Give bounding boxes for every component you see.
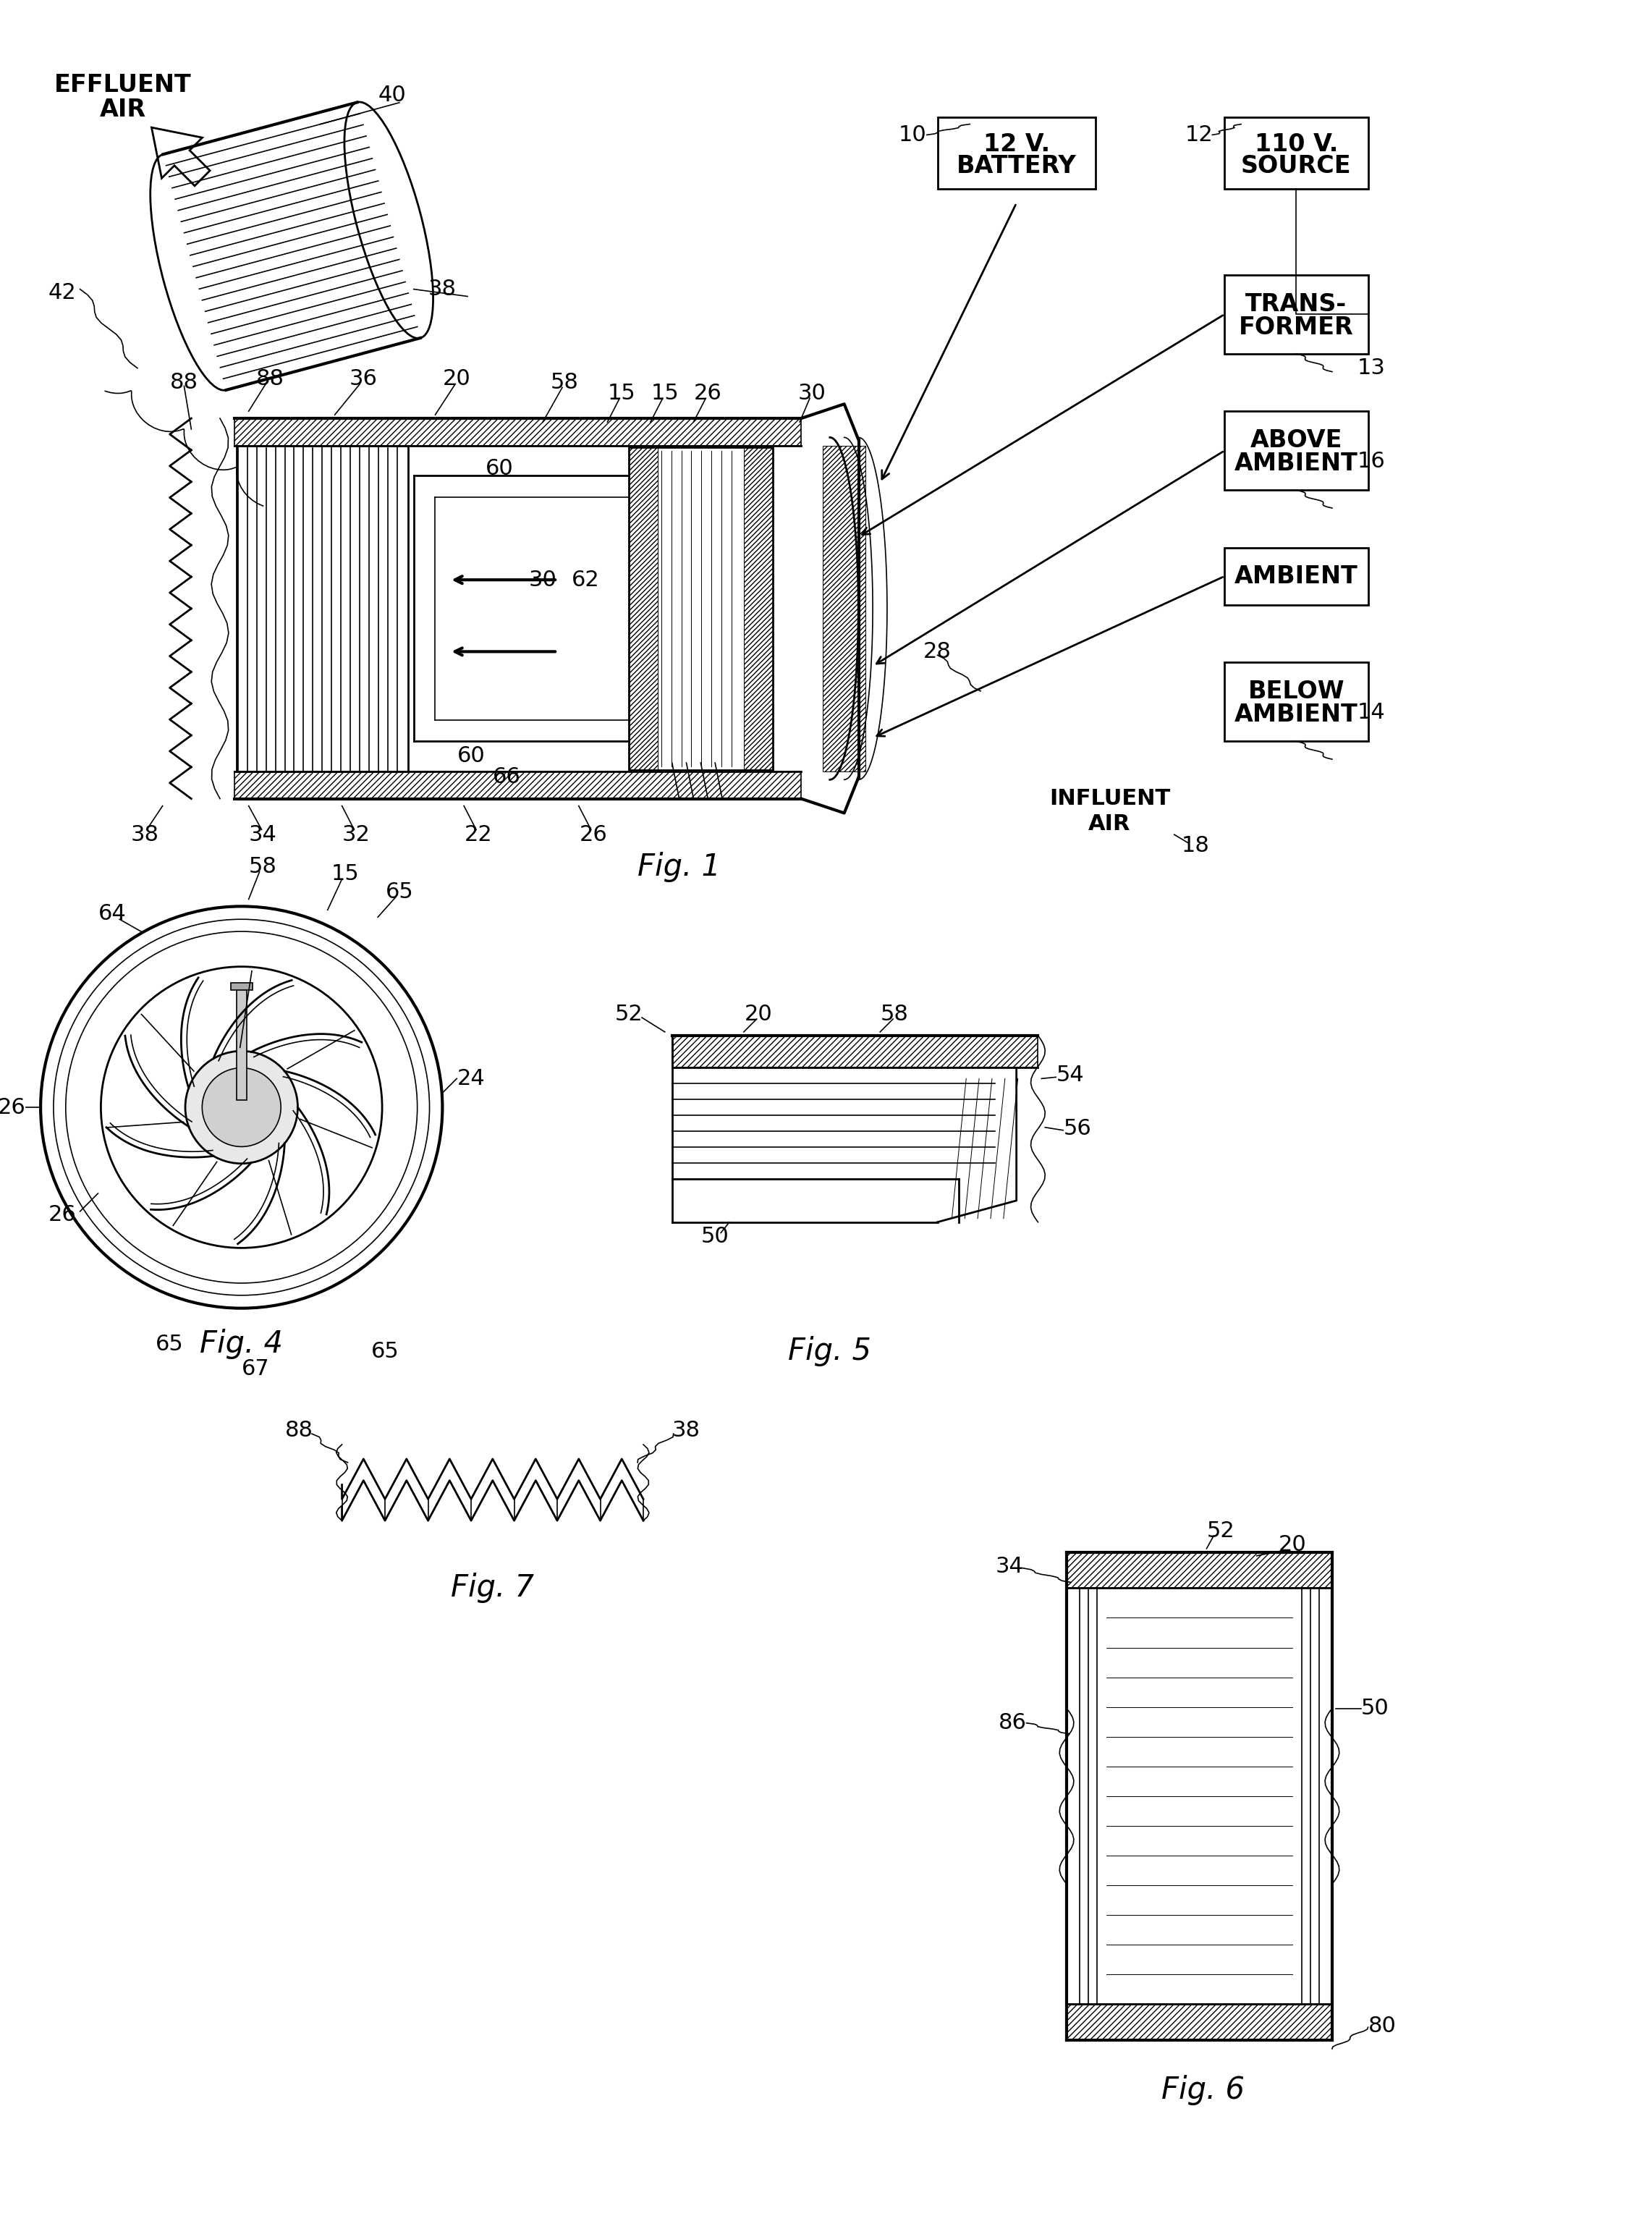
- Text: 64: 64: [99, 904, 126, 924]
- Text: AIR: AIR: [99, 98, 147, 122]
- Text: 58: 58: [881, 1004, 909, 1024]
- Text: 26: 26: [580, 824, 606, 844]
- Text: 30: 30: [529, 570, 557, 589]
- Text: ABOVE: ABOVE: [1251, 428, 1343, 452]
- Text: 14: 14: [1358, 702, 1386, 722]
- Bar: [231, 984, 253, 991]
- Text: 67: 67: [241, 1358, 269, 1381]
- Bar: [629, 448, 773, 769]
- Bar: [235, 771, 801, 798]
- Text: 20: 20: [1279, 1533, 1307, 1556]
- Text: AIR: AIR: [1089, 813, 1132, 833]
- Text: 58: 58: [550, 372, 578, 392]
- Text: 60: 60: [486, 459, 514, 479]
- Text: 110 V.: 110 V.: [1254, 133, 1338, 155]
- Text: AMBIENT: AMBIENT: [1234, 702, 1358, 727]
- Text: 38: 38: [428, 279, 456, 299]
- Bar: [1224, 117, 1368, 188]
- Text: 20: 20: [443, 368, 471, 390]
- Text: 26: 26: [694, 383, 722, 403]
- Text: BELOW: BELOW: [1247, 680, 1345, 705]
- Bar: [1224, 663, 1368, 742]
- Text: 24: 24: [458, 1068, 486, 1088]
- Text: 34: 34: [249, 824, 278, 844]
- Text: 60: 60: [458, 745, 486, 767]
- Bar: [1224, 412, 1368, 490]
- Bar: [235, 419, 801, 445]
- Circle shape: [202, 1068, 281, 1146]
- Text: Fig. 1: Fig. 1: [638, 851, 720, 882]
- Text: FORMER: FORMER: [1239, 315, 1353, 339]
- Text: 52: 52: [615, 1004, 643, 1024]
- Text: AMBIENT: AMBIENT: [1234, 565, 1358, 587]
- Bar: [1224, 547, 1368, 605]
- Text: SOURCE: SOURCE: [1241, 153, 1351, 177]
- Text: 15: 15: [608, 383, 636, 403]
- Text: 26: 26: [48, 1206, 76, 1225]
- Text: 30: 30: [798, 383, 826, 403]
- Text: 88: 88: [256, 368, 284, 390]
- Text: 28: 28: [923, 640, 952, 663]
- Bar: [236, 986, 246, 1099]
- Text: 38: 38: [131, 824, 159, 844]
- Text: 65: 65: [385, 882, 413, 902]
- Text: 12 V.: 12 V.: [983, 133, 1049, 155]
- Text: 54: 54: [1056, 1064, 1084, 1086]
- Text: TRANS-: TRANS-: [1246, 293, 1346, 317]
- Bar: [629, 448, 657, 769]
- Text: 16: 16: [1358, 450, 1386, 472]
- Text: BATTERY: BATTERY: [957, 153, 1077, 177]
- Text: Fig. 7: Fig. 7: [451, 1573, 534, 1604]
- Bar: [236, 445, 408, 771]
- Text: 52: 52: [1208, 1520, 1236, 1540]
- Text: 56: 56: [1064, 1119, 1092, 1139]
- Text: 66: 66: [492, 767, 520, 787]
- Text: 40: 40: [378, 84, 406, 106]
- Text: 50: 50: [700, 1225, 729, 1248]
- Text: Fig. 5: Fig. 5: [788, 1336, 872, 1367]
- Text: 18: 18: [1181, 835, 1209, 855]
- Text: 65: 65: [155, 1334, 183, 1354]
- Text: 42: 42: [48, 281, 76, 304]
- Text: 22: 22: [464, 824, 492, 844]
- Text: 34: 34: [995, 1556, 1023, 1578]
- Polygon shape: [152, 129, 210, 186]
- Bar: [1224, 275, 1368, 355]
- Bar: [743, 448, 773, 769]
- Text: 88: 88: [284, 1420, 312, 1440]
- Text: 50: 50: [1361, 1697, 1389, 1720]
- Text: AMBIENT: AMBIENT: [1234, 452, 1358, 476]
- Text: 38: 38: [672, 1420, 700, 1440]
- Text: 62: 62: [572, 570, 600, 589]
- Text: EFFLUENT: EFFLUENT: [55, 73, 192, 98]
- Text: 20: 20: [743, 1004, 771, 1024]
- Text: 26: 26: [0, 1097, 26, 1117]
- Text: INFLUENT: INFLUENT: [1049, 789, 1170, 809]
- Text: 15: 15: [332, 864, 360, 884]
- Bar: [937, 117, 1095, 188]
- Text: 86: 86: [999, 1713, 1028, 1733]
- Text: 36: 36: [350, 368, 378, 390]
- Text: 13: 13: [1358, 357, 1386, 379]
- Text: 65: 65: [372, 1341, 400, 1363]
- Bar: [823, 445, 866, 771]
- Text: 10: 10: [899, 124, 927, 146]
- Text: Fig. 4: Fig. 4: [200, 1330, 282, 1358]
- Text: 80: 80: [1368, 2014, 1396, 2037]
- Text: 58: 58: [249, 855, 278, 878]
- Bar: [1067, 2003, 1332, 2041]
- Text: 32: 32: [342, 824, 370, 844]
- Bar: [672, 1035, 1037, 1068]
- Text: 15: 15: [651, 383, 679, 403]
- Bar: [1067, 1551, 1332, 1589]
- Text: 12: 12: [1186, 124, 1214, 146]
- Text: Fig. 6: Fig. 6: [1161, 2074, 1244, 2105]
- Text: 88: 88: [170, 372, 198, 392]
- Circle shape: [185, 1050, 297, 1163]
